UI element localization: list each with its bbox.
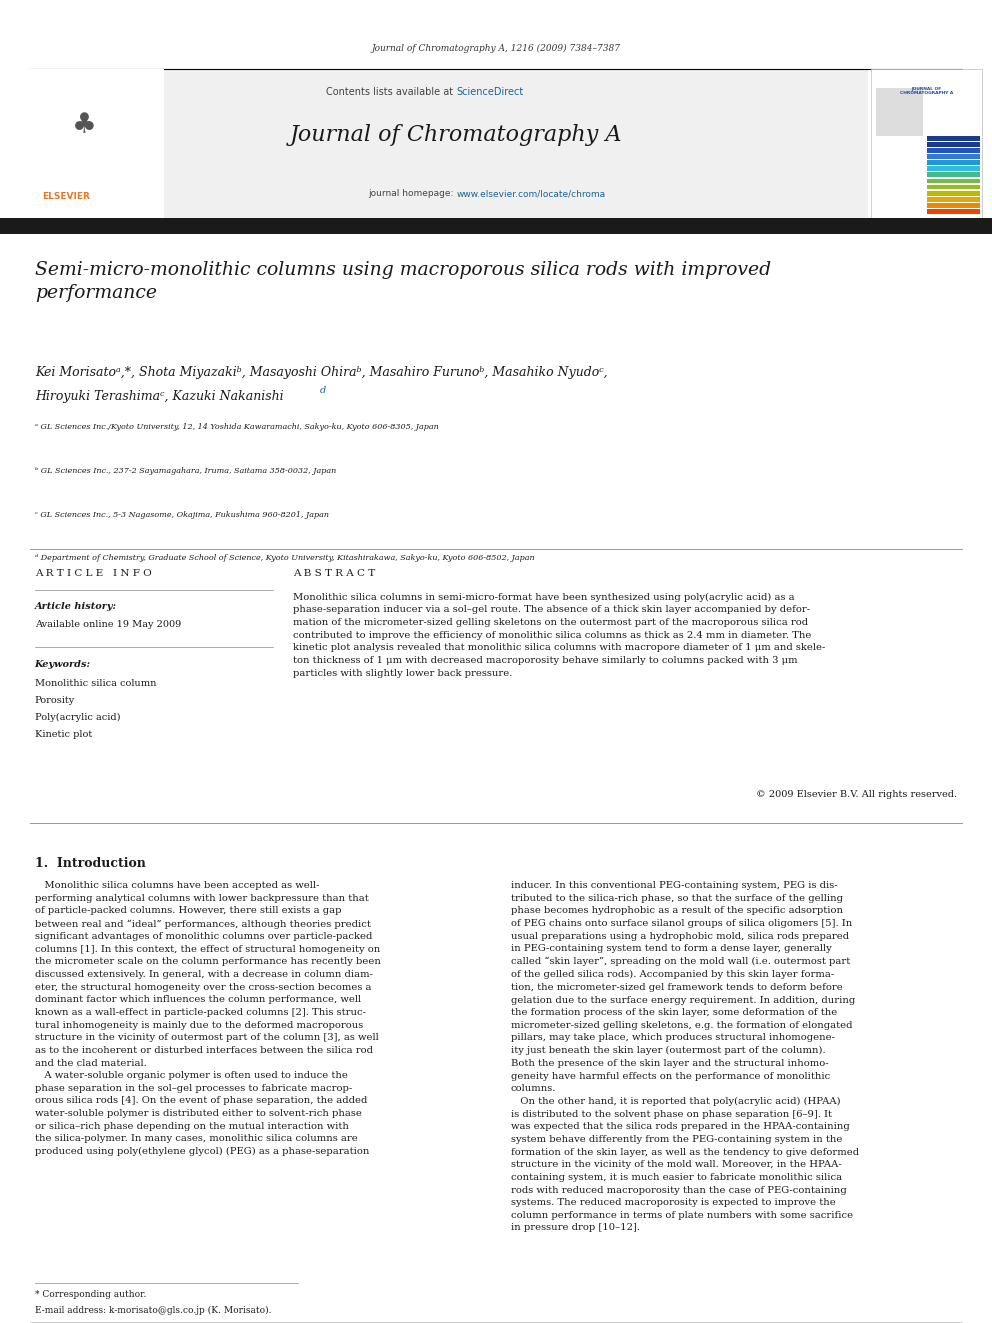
- Text: journal homepage:: journal homepage:: [368, 189, 456, 198]
- FancyBboxPatch shape: [876, 89, 923, 136]
- Text: ᵈ Department of Chemistry, Graduate School of Science, Kyoto University, Kitashi: ᵈ Department of Chemistry, Graduate Scho…: [35, 554, 535, 562]
- Text: E-mail address: k-morisato@gls.co.jp (K. Morisato).: E-mail address: k-morisato@gls.co.jp (K.…: [35, 1306, 271, 1315]
- Text: ScienceDirect: ScienceDirect: [456, 87, 524, 98]
- Text: ᵇ GL Sciences Inc., 237-2 Sayamagahara, Iruma, Saitama 358-0032, Japan: ᵇ GL Sciences Inc., 237-2 Sayamagahara, …: [35, 467, 336, 475]
- FancyBboxPatch shape: [927, 148, 980, 152]
- Text: ᵃ GL Sciences Inc./Kyoto University, 12, 14 Yoshida Kawaramachi, Sakyo-ku, Kyoto: ᵃ GL Sciences Inc./Kyoto University, 12,…: [35, 423, 438, 431]
- FancyBboxPatch shape: [927, 160, 980, 165]
- FancyBboxPatch shape: [0, 218, 992, 234]
- FancyBboxPatch shape: [927, 136, 980, 140]
- Text: inducer. In this conventional PEG-containing system, PEG is dis-
tributed to the: inducer. In this conventional PEG-contai…: [511, 881, 859, 1233]
- Text: Porosity: Porosity: [35, 696, 75, 705]
- FancyBboxPatch shape: [927, 179, 980, 184]
- Text: Contents lists available at: Contents lists available at: [326, 87, 456, 98]
- Text: Semi-micro-monolithic columns using macroporous silica rods with improved
perfor: Semi-micro-monolithic columns using macr…: [35, 261, 771, 302]
- Text: ᶜ GL Sciences Inc., 5-3 Nagasome, Okajima, Fukushima 960-8201, Japan: ᶜ GL Sciences Inc., 5-3 Nagasome, Okajim…: [35, 511, 328, 519]
- Text: 1.  Introduction: 1. Introduction: [35, 857, 146, 871]
- Text: ELSEVIER: ELSEVIER: [42, 192, 89, 201]
- FancyBboxPatch shape: [927, 191, 980, 196]
- Text: Kinetic plot: Kinetic plot: [35, 730, 92, 740]
- Text: d: d: [319, 386, 325, 396]
- FancyBboxPatch shape: [927, 185, 980, 189]
- Text: A B S T R A C T: A B S T R A C T: [293, 569, 375, 578]
- Text: Journal of Chromatography A: Journal of Chromatography A: [290, 124, 623, 147]
- FancyBboxPatch shape: [927, 153, 980, 159]
- Text: A R T I C L E   I N F O: A R T I C L E I N F O: [35, 569, 152, 578]
- Text: © 2009 Elsevier B.V. All rights reserved.: © 2009 Elsevier B.V. All rights reserved…: [756, 790, 957, 799]
- Text: Keywords:: Keywords:: [35, 660, 91, 669]
- Text: Monolithic silica columns in semi-micro-format have been synthesized using poly(: Monolithic silica columns in semi-micro-…: [293, 593, 825, 677]
- FancyBboxPatch shape: [30, 69, 164, 218]
- FancyBboxPatch shape: [927, 197, 980, 201]
- FancyBboxPatch shape: [927, 172, 980, 177]
- Text: Article history:: Article history:: [35, 602, 117, 611]
- Text: * Corresponding author.: * Corresponding author.: [35, 1290, 146, 1299]
- FancyBboxPatch shape: [927, 209, 980, 214]
- Text: Hiroyuki Terashimaᶜ, Kazuki Nakanishi: Hiroyuki Terashimaᶜ, Kazuki Nakanishi: [35, 390, 284, 404]
- Text: ♣: ♣: [71, 111, 97, 140]
- Text: Monolithic silica columns have been accepted as well-
performing analytical colu: Monolithic silica columns have been acce…: [35, 881, 381, 1156]
- FancyBboxPatch shape: [927, 142, 980, 147]
- Text: JOURNAL OF
CHROMATOGRAPHY A: JOURNAL OF CHROMATOGRAPHY A: [900, 87, 953, 95]
- Text: Monolithic silica column: Monolithic silica column: [35, 679, 156, 688]
- FancyBboxPatch shape: [30, 69, 868, 218]
- FancyBboxPatch shape: [927, 167, 980, 171]
- Text: Available online 19 May 2009: Available online 19 May 2009: [35, 620, 181, 630]
- FancyBboxPatch shape: [927, 202, 980, 208]
- Text: www.elsevier.com/locate/chroma: www.elsevier.com/locate/chroma: [456, 189, 605, 198]
- Text: Journal of Chromatography A, 1216 (2009) 7384–7387: Journal of Chromatography A, 1216 (2009)…: [371, 44, 621, 53]
- Text: Kei Morisatoᵃ,*, Shota Miyazakiᵇ, Masayoshi Ohiraᵇ, Masahiro Furunoᵇ, Masahiko N: Kei Morisatoᵃ,*, Shota Miyazakiᵇ, Masayo…: [35, 366, 607, 380]
- FancyBboxPatch shape: [871, 69, 982, 218]
- Text: Poly(acrylic acid): Poly(acrylic acid): [35, 713, 120, 722]
